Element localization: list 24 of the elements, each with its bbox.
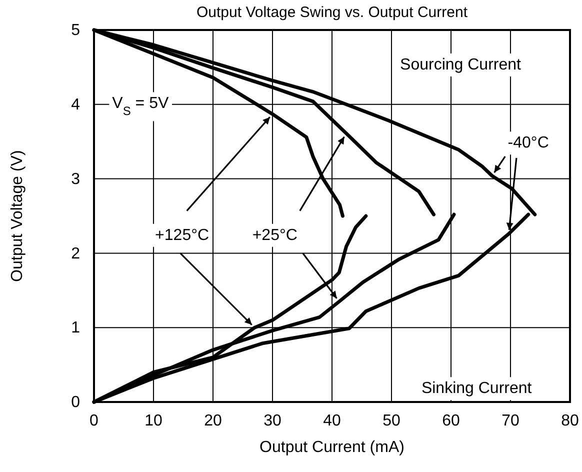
annotation: +125°C: [155, 226, 210, 244]
x-tick-label: 70: [502, 412, 520, 430]
y-tick-label: 1: [71, 320, 80, 337]
x-tick-label: 30: [264, 412, 282, 430]
x-tick-label: 80: [561, 412, 579, 430]
annotation: Sinking Current: [421, 380, 532, 398]
chart-title: Output Voltage Swing vs. Output Current: [196, 4, 468, 21]
x-tick-label: 0: [90, 412, 99, 430]
annotation: V$_{S}$ = 5V: [112, 95, 169, 118]
x-axis-title: Output Current (mA): [260, 439, 404, 456]
y-tick-label: 5: [71, 22, 80, 40]
x-tick-label: 20: [204, 412, 222, 430]
x-tick-label: 50: [382, 412, 400, 430]
x-tick-label: 40: [323, 412, 341, 430]
y-axis-title: Output Voltage (V): [9, 150, 26, 282]
y-tick-label: 2: [71, 245, 80, 262]
x-tick-label: 10: [144, 412, 162, 430]
annotation: -40°C: [508, 134, 549, 152]
annotation: Sourcing Current: [400, 56, 522, 74]
y-tick-label: 3: [71, 170, 80, 188]
y-tick-label: 4: [71, 96, 80, 114]
y-tick-label: 0: [71, 394, 80, 412]
annotation: +25°C: [252, 226, 298, 244]
x-tick-label: 60: [442, 412, 460, 430]
